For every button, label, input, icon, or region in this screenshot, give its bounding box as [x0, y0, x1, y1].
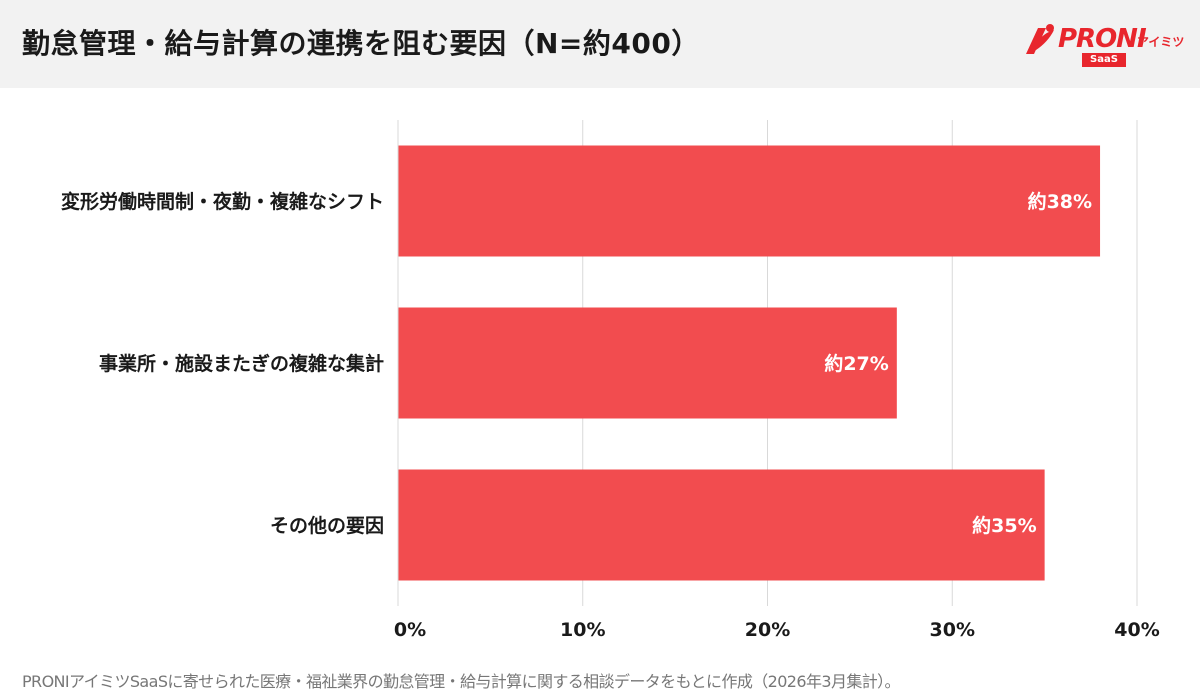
logo-saas-badge: SaaS	[1082, 53, 1126, 67]
category-label-0: 変形労働時間制・夜勤・複雑なシフト	[61, 190, 384, 213]
x-tick-label-3: 30%	[930, 619, 975, 641]
proni-logo[interactable]: PRONI アイミツ SaaS	[1020, 20, 1184, 70]
x-tick-label-2: 20%	[745, 619, 790, 641]
data-label-2: 約35%	[972, 514, 1036, 537]
bar-2	[398, 469, 1045, 581]
page-title: 勤怠管理・給与計算の連携を阻む要因（N=約400）	[22, 27, 700, 60]
data-label-0: 約38%	[1028, 190, 1092, 213]
bar-0	[398, 145, 1101, 257]
category-label-1: 事業所・施設またぎの複雑な集計	[99, 352, 384, 375]
bar-chart: 変形労働時間制・夜勤・複雑なシフト 約38% 事業所・施設またぎの複雑な集計 約27%…	[61, 120, 1160, 641]
logo-wordmark: PRONI	[1058, 24, 1147, 54]
data-label-1: 約27%	[824, 352, 888, 375]
bar-1	[398, 307, 897, 419]
proni-mark-icon	[1026, 24, 1054, 54]
header-bar: 勤怠管理・給与計算の連携を阻む要因（N=約400） PRONI アイミツ Saa…	[0, 0, 1200, 88]
category-label-2: その他の要因	[270, 514, 384, 537]
x-tick-label-0: 0%	[394, 619, 426, 641]
logo-kana: アイミツ	[1137, 35, 1185, 49]
x-tick-label-1: 10%	[560, 619, 605, 641]
x-tick-label-4: 40%	[1114, 619, 1159, 641]
footnote: PRONIアイミツSaaSに寄せられた医療・福祉業界の勤怠管理・給与計算に関する…	[22, 672, 901, 691]
